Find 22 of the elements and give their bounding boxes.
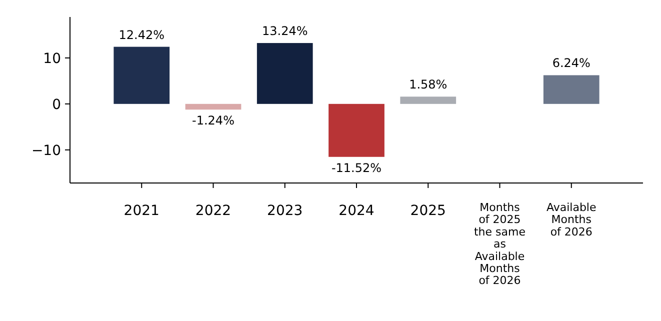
bar — [114, 46, 170, 104]
bar — [543, 75, 600, 104]
data-label: 1.58% — [409, 78, 448, 92]
bar — [185, 104, 242, 110]
data-label: 13.24% — [262, 24, 308, 38]
x-tick-label: 2021 — [124, 203, 160, 219]
data-label: -1.24% — [192, 114, 234, 128]
x-tick-label: 2023 — [267, 203, 303, 219]
data-label: -11.52% — [331, 160, 382, 175]
x-tick-label: 2022 — [195, 203, 232, 219]
data-label: 12.42% — [118, 28, 165, 42]
x-tick-label: Months of 2025 the same as Available Months of 2026 — [474, 201, 526, 288]
bar — [256, 43, 313, 104]
x-tick-label: Available Months of 2026 — [546, 201, 596, 238]
x-tick-label: 2024 — [338, 203, 374, 219]
bar — [400, 96, 456, 104]
y-tick-label: 10 — [43, 50, 61, 67]
bar — [328, 104, 384, 157]
y-tick-label: −10 — [31, 142, 61, 159]
x-tick-label: 2025 — [410, 203, 446, 219]
data-label: 6.24% — [552, 56, 590, 70]
y-tick-label: 0 — [52, 96, 61, 113]
